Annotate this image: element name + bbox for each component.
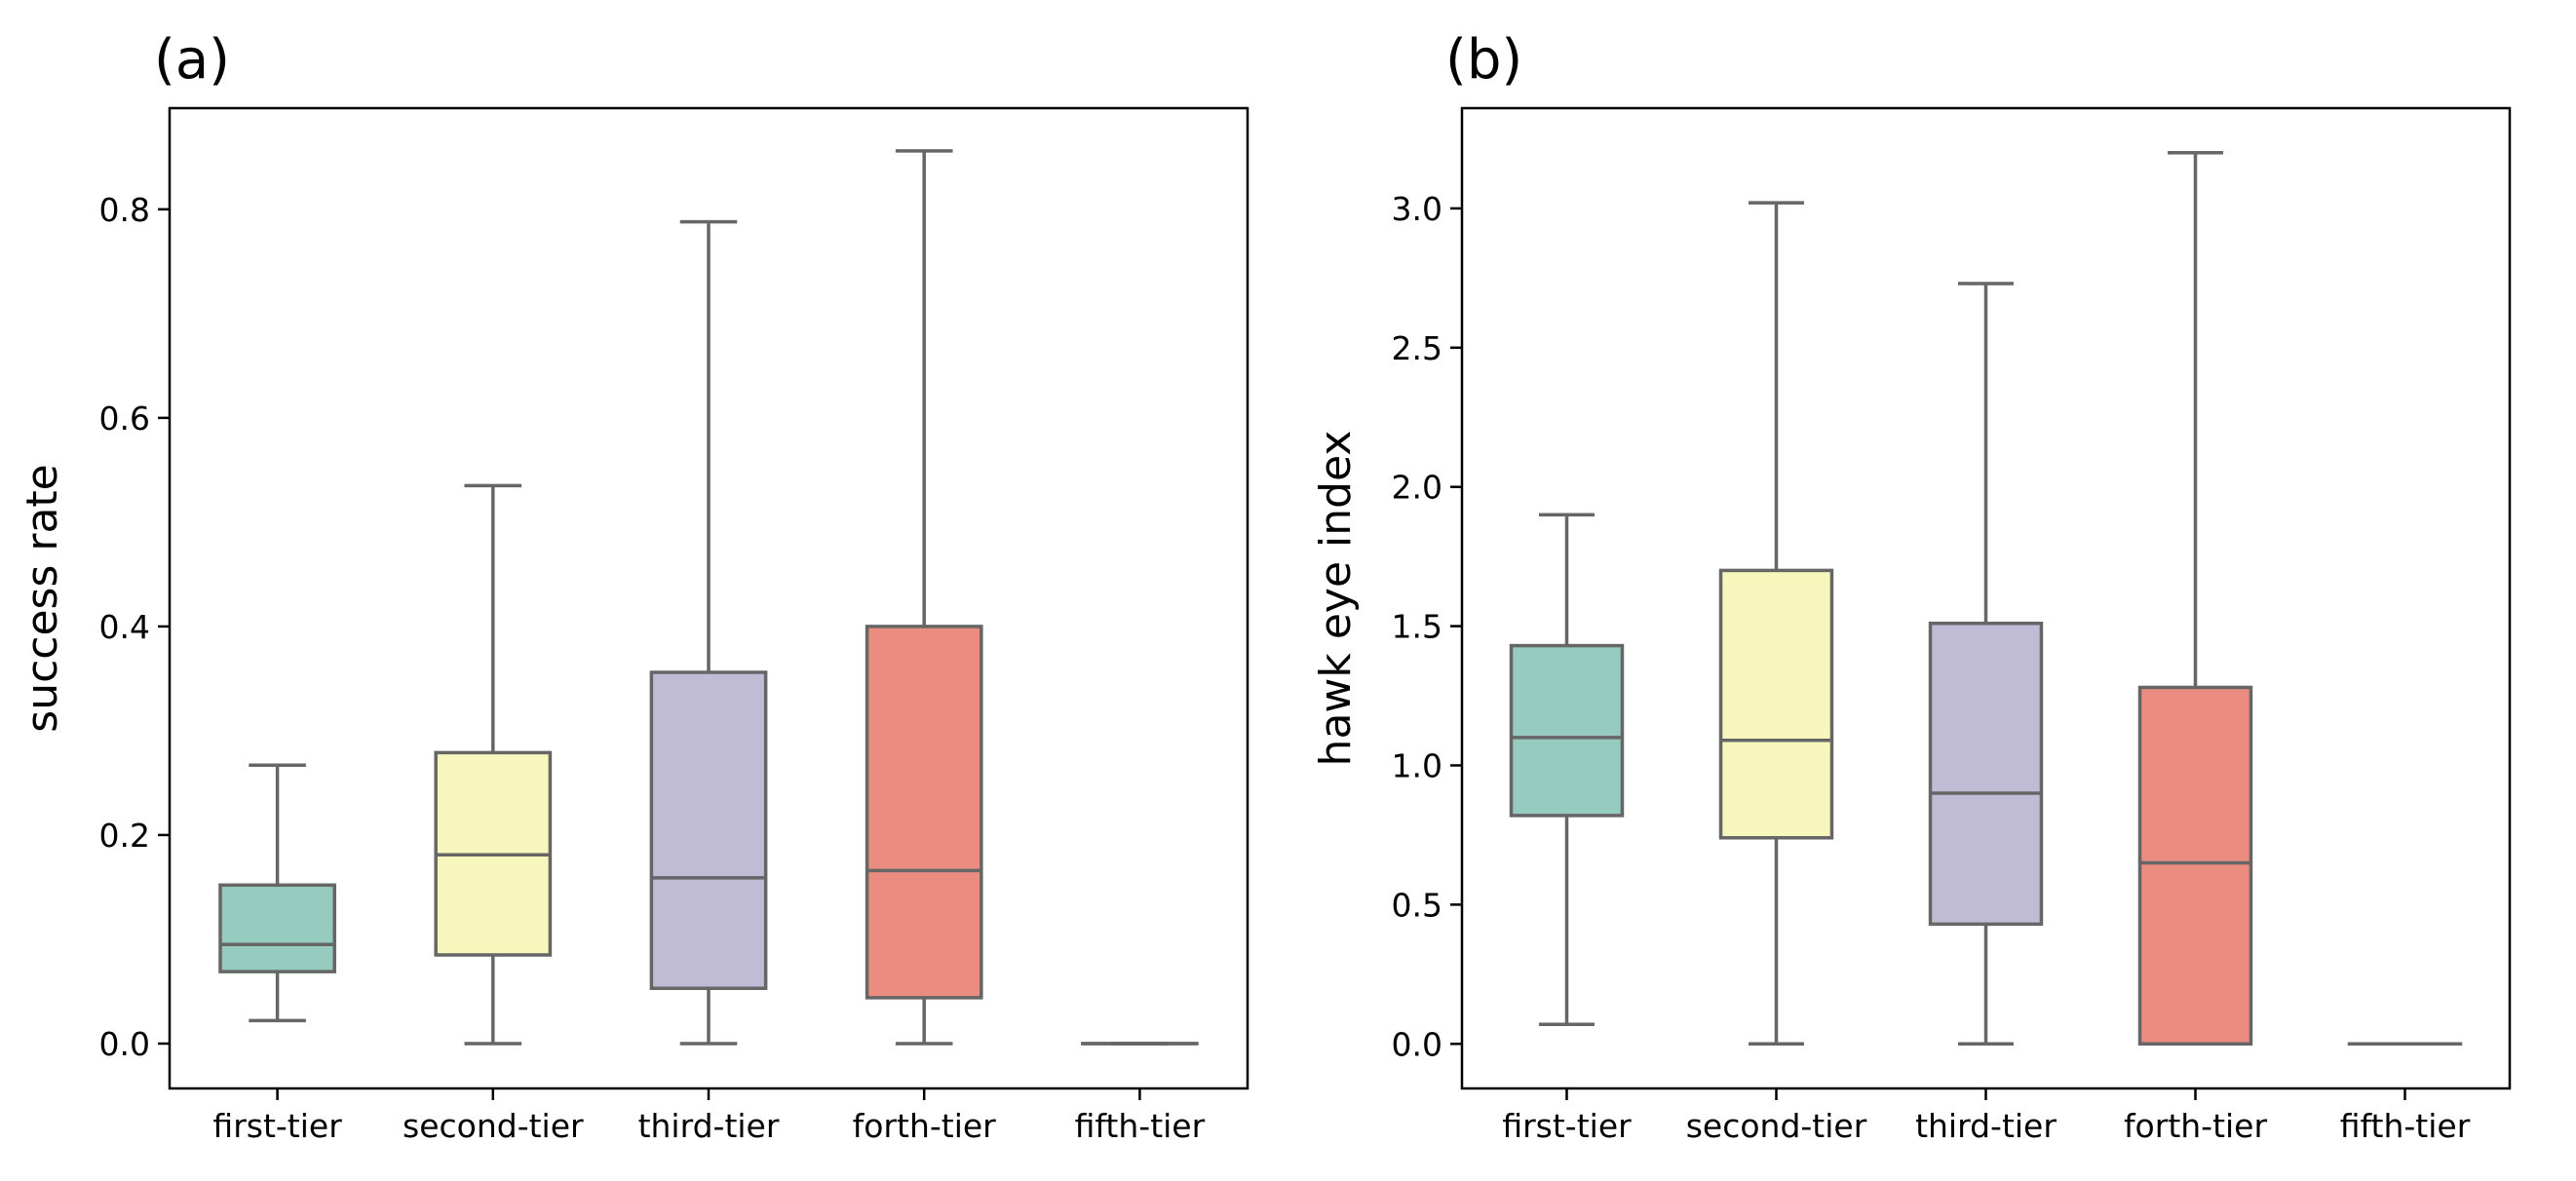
box-body <box>1928 621 2044 927</box>
x-tick-label: fifth-tier <box>1075 1107 1206 1145</box>
plot-frame <box>168 106 1250 1090</box>
box-body <box>865 625 983 1000</box>
panel-b: (b) hawk eye index 0.0 0.5 1.0 1.5 2.0 2.5 3.0 fi… <box>1311 28 2512 1145</box>
y-tick-label: 0.4 <box>99 608 150 646</box>
box-second-tier <box>434 483 553 1046</box>
box-third-tier <box>1928 282 2044 1047</box>
y-tick-label: 2.0 <box>1392 469 1442 507</box>
x-tick-label: second-tier <box>1686 1107 1867 1145</box>
box-body <box>1509 643 1625 818</box>
x-tick-label: first-tier <box>1502 1107 1632 1145</box>
box-forth-tier <box>865 149 983 1046</box>
box-body <box>1718 568 1834 840</box>
box-first-tier <box>1509 513 1625 1027</box>
y-axis-label: hawk eye index <box>1311 431 1361 767</box>
panel-label: (b) <box>1445 28 1522 92</box>
x-tick-label: third-tier <box>638 1107 780 1145</box>
panel-label: (a) <box>154 28 230 92</box>
box-first-tier <box>218 763 336 1023</box>
box-third-tier <box>649 219 768 1046</box>
y-tick-label: 0.2 <box>99 817 150 855</box>
y-tick-label: 3.0 <box>1392 190 1442 228</box>
x-tick-label: second-tier <box>403 1107 584 1145</box>
y-tick-label: 0.8 <box>99 191 150 229</box>
box-forth-tier <box>2137 150 2253 1047</box>
box-body <box>2137 685 2253 1047</box>
box-body <box>649 670 768 991</box>
y-tick-label: 1.0 <box>1392 746 1442 784</box>
plot-frame <box>1460 106 2512 1090</box>
y-tick-label: 2.5 <box>1392 329 1442 367</box>
box-body <box>218 883 336 973</box>
panel-a: (a) success rate 0.0 0.2 0.4 0.6 0.8 first-tier… <box>18 28 1250 1145</box>
y-tick-label: 0.0 <box>1392 1025 1442 1063</box>
y-axis-label: success rate <box>18 464 67 732</box>
box-second-tier <box>1718 201 1834 1047</box>
x-tick-label: forth-tier <box>853 1107 997 1145</box>
x-tick-label: fifth-tier <box>2340 1107 2471 1145</box>
x-tick-label: third-tier <box>1915 1107 2057 1145</box>
y-tick-label: 0.5 <box>1392 886 1442 924</box>
y-tick-label: 0.6 <box>99 400 150 438</box>
y-tick-label: 1.5 <box>1392 608 1442 646</box>
y-tick-label: 0.0 <box>99 1025 150 1063</box>
x-tick-label: first-tier <box>212 1107 342 1145</box>
x-tick-label: forth-tier <box>2124 1107 2268 1145</box>
